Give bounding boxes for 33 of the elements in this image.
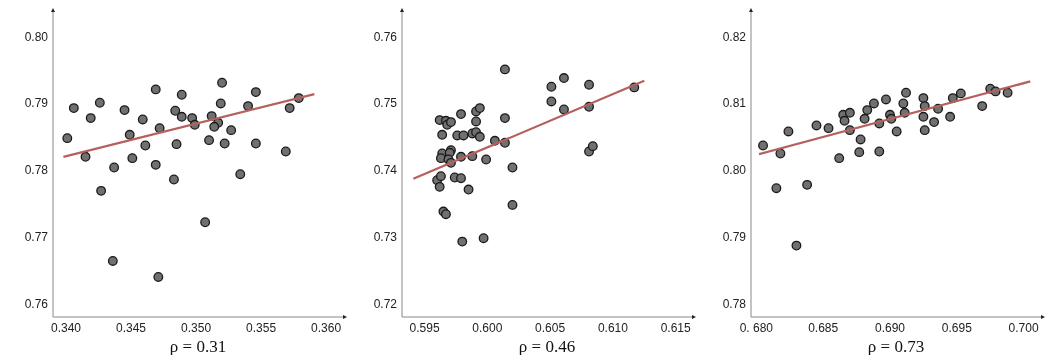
y-tick-label: 0.76: [373, 29, 398, 44]
x-tick-label: 0.605: [535, 321, 566, 335]
x-tick-label: 0.610: [597, 321, 629, 335]
y-tick-label: 0.78: [24, 163, 49, 178]
x-axis-title: ρ = 0.31: [169, 337, 227, 356]
x-tick-label: 0.685: [808, 321, 839, 335]
y-tick-label: 0.82: [722, 29, 747, 44]
y-tick-label: 0.80: [24, 29, 49, 44]
y-tick-label: 0.81: [722, 96, 747, 111]
x-tick-label: 0.690: [874, 321, 906, 335]
x-tick-label: 0.345: [116, 321, 147, 335]
x-tick-label: 0.600: [472, 321, 503, 335]
y-tick-label: 0.79: [24, 96, 49, 111]
y-tick-label: 0.75: [373, 96, 398, 111]
x-tick-label: 0.355: [246, 321, 277, 335]
x-tick-label: 0.360: [311, 321, 342, 335]
x-axis-title: ρ = 0.73: [867, 337, 925, 356]
y-tick-label: 0.74: [373, 163, 398, 178]
x-tick-label: 0.595: [409, 321, 440, 335]
y-tick-label: 0.80: [722, 163, 747, 178]
y-tick-label: 0.72: [373, 296, 398, 311]
y-tick-label: 0.73: [373, 229, 398, 244]
x-tick-label: 0. 680: [739, 321, 774, 335]
x-tick-label: 0.700: [1008, 321, 1039, 335]
x-tick-label: 0.615: [660, 321, 692, 335]
x-axis-title: ρ = 0.46: [518, 337, 576, 356]
x-tick-label: 0.340: [50, 321, 82, 335]
x-tick-label: 0.695: [941, 321, 973, 335]
y-tick-label: 0.79: [722, 229, 747, 244]
y-tick-label: 0.76: [24, 296, 49, 311]
y-tick-label: 0.78: [722, 296, 747, 311]
y-tick-label: 0.77: [24, 229, 49, 244]
x-tick-label: 0.350: [181, 321, 212, 335]
